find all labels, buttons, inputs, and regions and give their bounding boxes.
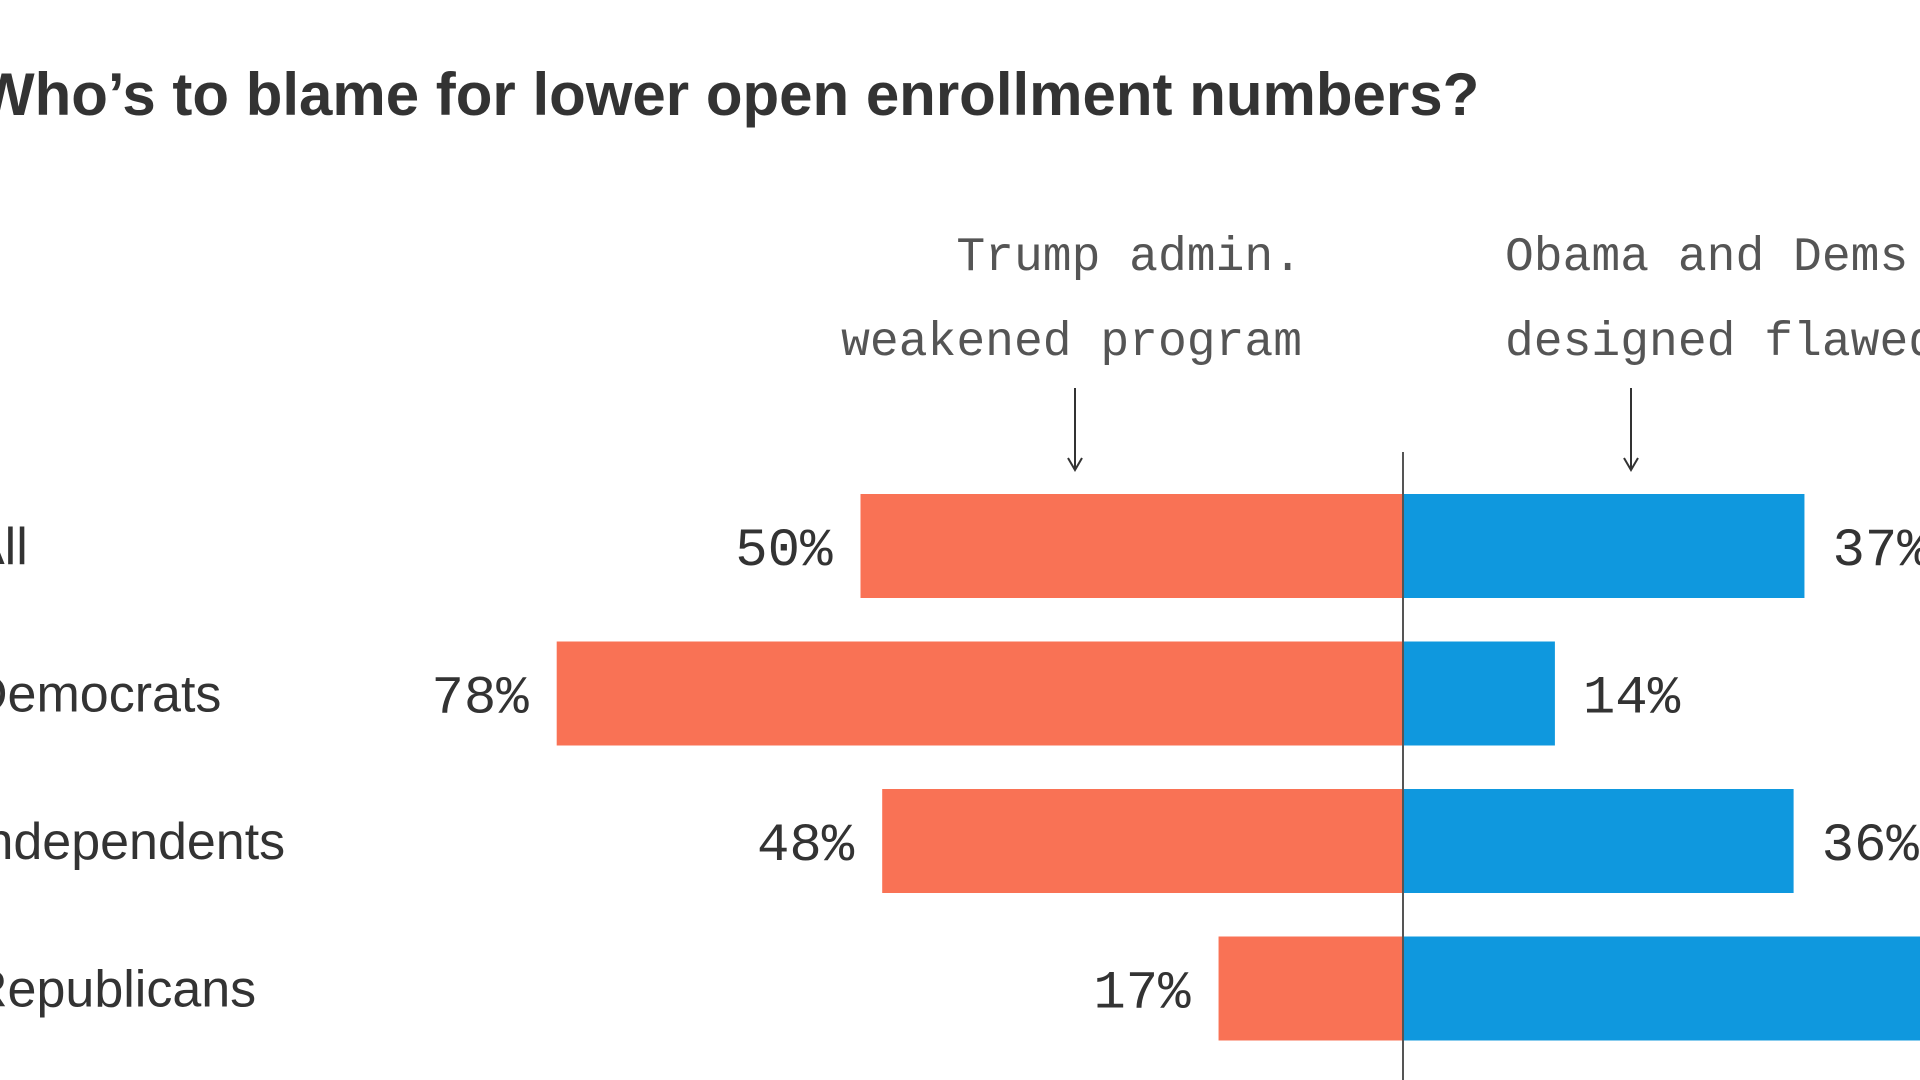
bar-right-republicans xyxy=(1403,936,1920,1041)
bar-left-all xyxy=(860,494,1403,598)
bar-left-democrats xyxy=(556,641,1403,746)
legend-header-right-line1: Obama and Dems xyxy=(1505,231,1908,285)
value-label-left-democrats: 78% xyxy=(431,669,529,730)
value-label-left-independents: 48% xyxy=(757,816,855,877)
arrow-down-icon xyxy=(1623,388,1639,472)
value-label-right-all: 37% xyxy=(1832,521,1920,582)
legend-header-left-line1: Trump admin. xyxy=(956,231,1302,285)
category-label-republicans: Republicans xyxy=(0,961,256,1019)
bars-group: All 50% 37% Democrats 78% 14% Independents 48% 3… xyxy=(0,494,1920,1041)
legend-header-left: Trump admin. weakened program xyxy=(841,231,1302,472)
value-label-left-all: 50% xyxy=(735,521,833,582)
category-label-democrats: Democrats xyxy=(0,666,221,724)
legend-header-right: Obama and Dems designed flawed law xyxy=(1505,231,1920,472)
bar-right-democrats xyxy=(1403,641,1555,746)
arrow-down-icon xyxy=(1067,388,1083,472)
legend-header-right-line2: designed flawed law xyxy=(1505,316,1920,370)
legend-header-left-line2: weakened program xyxy=(841,316,1302,370)
bar-left-independents xyxy=(882,789,1403,893)
value-label-right-democrats: 14% xyxy=(1583,669,1681,730)
value-label-right-independents: 36% xyxy=(1822,816,1920,877)
value-label-left-republicans: 17% xyxy=(1093,964,1191,1025)
category-label-all: All xyxy=(0,518,28,576)
bar-right-all xyxy=(1403,494,1805,598)
bar-right-independents xyxy=(1403,789,1794,893)
category-label-independents: Independents xyxy=(0,813,285,871)
bar-left-republicans xyxy=(1218,936,1403,1041)
chart-title: Who’s to blame for lower open enrollment… xyxy=(0,61,1479,128)
